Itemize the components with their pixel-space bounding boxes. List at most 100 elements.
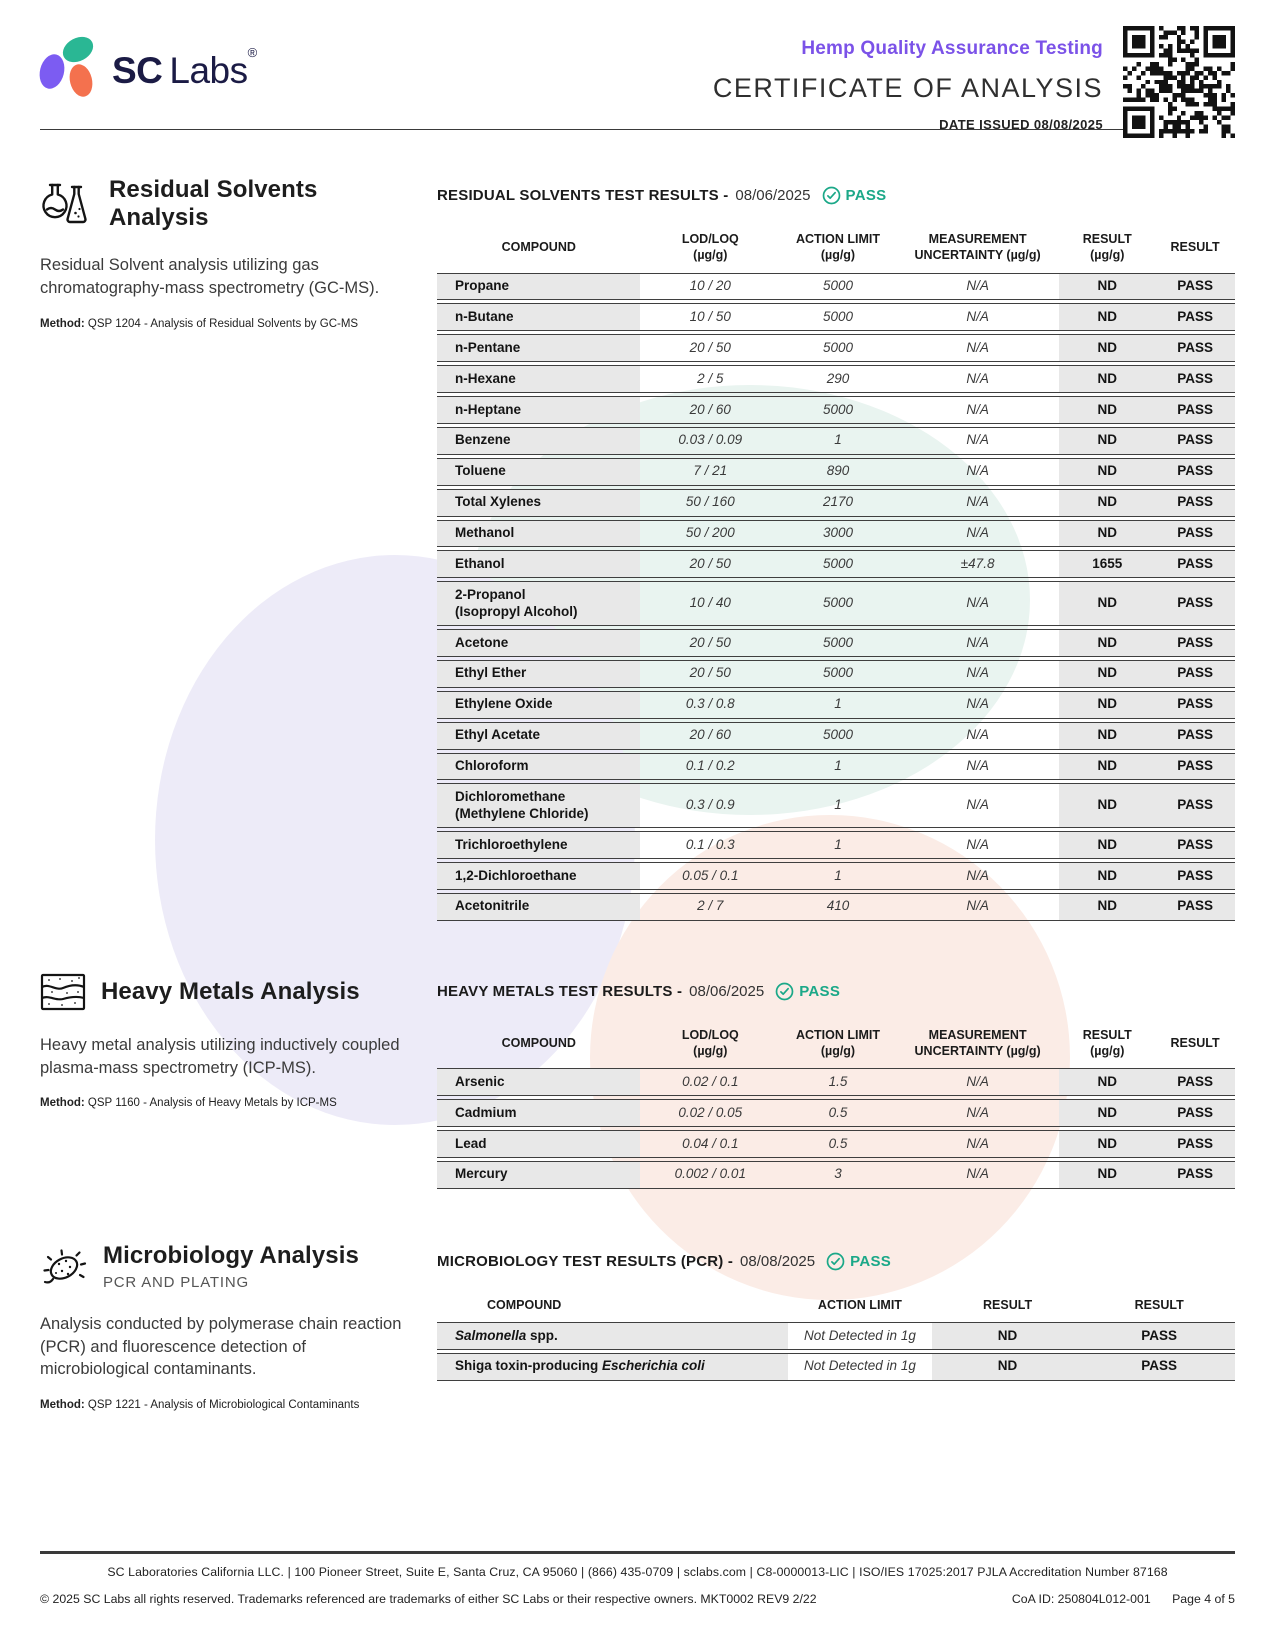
cell-action-limit: 890 (780, 457, 896, 486)
table-row: Shiga toxin-producing Escherichia coli N… (437, 1352, 1235, 1381)
cell-lodloq: 20 / 50 (640, 334, 781, 363)
flasks-icon (42, 183, 87, 224)
cell-compound: Ethanol (437, 550, 641, 579)
cell-action-limit: Not Detected in 1g (788, 1322, 932, 1350)
cell-uncertainty: N/A (895, 659, 1060, 688)
cell-action-limit: 3000 (780, 519, 896, 548)
section-microbiology: Microbiology Analysis PCR AND PLATING An… (40, 1242, 1235, 1411)
col-header-result-status: RESULT (1134, 1297, 1184, 1312)
cell-lodloq: 0.002 / 0.01 (640, 1160, 781, 1189)
table-row: Salmonella spp. Not Detected in 1g ND PA… (437, 1322, 1235, 1350)
results-heading: MICROBIOLOGY TEST RESULTS (PCR) - (437, 1252, 734, 1270)
table-row: Mercury 0.002 / 0.01 3 N/A ND PASS (437, 1160, 1235, 1189)
metals-results: HEAVY METALS TEST RESULTS - 08/06/2025 P… (437, 972, 1235, 1192)
check-circle-icon (822, 186, 840, 205)
metals-results-title: HEAVY METALS TEST RESULTS - 08/06/2025 P… (437, 972, 1235, 1001)
col-header-lodloq: LOD/LOQ (µg/g) (681, 232, 739, 263)
check-circle-icon (775, 982, 794, 1001)
table-row: Lead 0.04 / 0.1 0.5 N/A ND PASS (437, 1130, 1235, 1158)
col-header-uncertainty: MEASUREMENT UNCERTAINTY (µg/g) (914, 1027, 1041, 1058)
cell-uncertainty: N/A (895, 1160, 1060, 1189)
logo-petal-purple (36, 51, 68, 92)
cell-result-status: PASS (1155, 334, 1235, 363)
cell-result-value: ND (1059, 1099, 1156, 1127)
col-header-result-status: RESULT (1170, 1035, 1220, 1050)
cell-result-status: PASS (1155, 892, 1235, 921)
cell-lodloq: 10 / 20 (640, 272, 781, 301)
coa-id: CoA ID: 250804L012-001 (1011, 1592, 1151, 1606)
footer-lab-info: SC Laboratories California LLC. | 100 Pi… (107, 1565, 1168, 1579)
cell-lodloq: 0.3 / 0.8 (640, 690, 781, 719)
cell-result-status: PASS (1155, 488, 1235, 517)
solvents-section-head: Residual Solvents Analysis (40, 176, 407, 232)
cell-compound: Methanol (437, 519, 641, 548)
section-description: Analysis conducted by polymerase chain r… (40, 1314, 402, 1379)
header-right: Hemp Quality Assurance Testing CERTIFICA… (713, 26, 1235, 138)
cell-uncertainty: N/A (895, 783, 1060, 829)
cell-compound: Propane (437, 272, 641, 301)
cell-result-status: PASS (1155, 396, 1235, 424)
cell-action-limit: 5000 (780, 721, 896, 750)
col-header-result-value: RESULT (µg/g) (1082, 232, 1132, 263)
header-divider (40, 129, 1235, 130)
table-header-row: COMPOUND ACTION LIMIT RESULT RESULT (437, 1289, 1235, 1319)
cell-result-value: ND (1059, 365, 1156, 393)
cell-result-value: ND (931, 1322, 1084, 1350)
cell-lodloq: 0.04 / 0.1 (640, 1130, 781, 1158)
solvents-results-title: RESIDUAL SOLVENTS TEST RESULTS - 08/06/2… (437, 176, 1235, 205)
cell-result-status: PASS (1155, 659, 1235, 688)
cell-result-value: ND (1059, 581, 1156, 626)
cell-result-value: ND (1059, 1160, 1156, 1189)
cell-result-value: ND (1059, 396, 1156, 424)
cell-result-value: 1655 (1059, 550, 1156, 579)
table-row: Benzene 0.03 / 0.09 1 N/A ND PASS (437, 426, 1235, 455)
cell-uncertainty: N/A (895, 831, 1060, 859)
cell-result-status: PASS (1155, 1160, 1235, 1189)
cell-uncertainty: N/A (895, 690, 1060, 719)
cell-uncertainty: N/A (895, 629, 1060, 657)
results-date: 08/06/2025 (689, 982, 765, 1000)
cell-uncertainty: N/A (895, 1099, 1060, 1127)
col-header-action-limit: ACTION LIMIT (µg/g) (795, 232, 880, 263)
micro-results-title: MICROBIOLOGY TEST RESULTS (PCR) - 08/08/… (437, 1242, 1235, 1271)
table-row: Acetone 20 / 50 5000 N/A ND PASS (437, 629, 1235, 657)
micro-table: COMPOUND ACTION LIMIT RESULT RESULT Salm… (437, 1286, 1235, 1384)
cell-compound: 2-Propanol (Isopropyl Alcohol) (437, 581, 641, 626)
table-row: Ethanol 20 / 50 5000 ±47.8 1655 PASS (437, 550, 1235, 579)
cell-result-value: ND (1059, 272, 1156, 301)
section-title: Residual Solvents Analysis (109, 176, 318, 231)
col-header-compound: COMPOUND (487, 1297, 562, 1312)
cell-compound: Salmonella spp. (437, 1322, 789, 1350)
cell-result-status: PASS (1155, 783, 1235, 829)
microbe-icon (43, 1249, 87, 1284)
cell-compound: Mercury (437, 1160, 641, 1189)
cell-lodloq: 50 / 160 (640, 488, 781, 517)
cell-compound: n-Hexane (437, 365, 641, 393)
col-header-result-value: RESULT (µg/g) (1082, 1027, 1132, 1058)
footer-legal-row: © 2025 SC Labs all rights reserved. Trad… (40, 1592, 1235, 1606)
cell-uncertainty: N/A (895, 1130, 1060, 1158)
metals-section-head: Heavy Metals Analysis (40, 972, 407, 1012)
cell-lodloq: 10 / 50 (640, 303, 781, 332)
sc-labs-logo-mark (36, 31, 102, 100)
table-row: n-Heptane 20 / 60 5000 N/A ND PASS (437, 396, 1235, 424)
cell-lodloq: 50 / 200 (640, 519, 781, 548)
cell-compound: Ethyl Acetate (437, 721, 641, 750)
pass-badge: PASS (775, 982, 840, 1001)
footer-meta: CoA ID: 250804L012-001 Page 4 of 5 (994, 1592, 1235, 1606)
solvents-results: RESIDUAL SOLVENTS TEST RESULTS - 08/06/2… (437, 176, 1235, 924)
cell-result-status: PASS (1155, 1068, 1235, 1097)
section-method: Method: QSP 1160 - Analysis of Heavy Met… (40, 1097, 337, 1110)
cell-result-status: PASS (1155, 862, 1235, 890)
cell-lodloq: 10 / 40 (640, 581, 781, 626)
cell-result-value: ND (1059, 690, 1156, 719)
cell-compound: Ethyl Ether (437, 659, 641, 688)
cell-uncertainty: N/A (895, 1068, 1060, 1097)
cell-lodloq: 0.1 / 0.3 (640, 831, 781, 859)
cell-action-limit: 1 (780, 690, 896, 719)
cell-uncertainty: ±47.8 (895, 550, 1060, 579)
cell-result-status: PASS (1155, 272, 1235, 301)
section-residual-solvents: Residual Solvents Analysis Residual Solv… (40, 176, 1235, 924)
cell-lodloq: 0.3 / 0.9 (640, 783, 781, 829)
table-row: Cadmium 0.02 / 0.05 0.5 N/A ND PASS (437, 1099, 1235, 1127)
